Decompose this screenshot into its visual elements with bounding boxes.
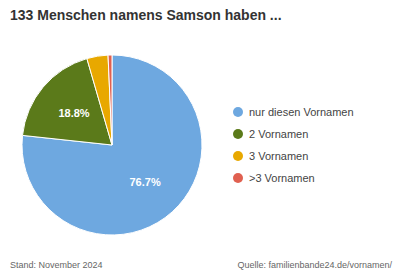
legend-marker xyxy=(233,129,243,139)
legend-label: nur diesen Vornamen xyxy=(249,106,354,118)
legend-entry: >3 Vornamen xyxy=(233,172,315,184)
annotation: Quelle: familienbande24.de/vornamen/ xyxy=(237,260,392,270)
pie-slice xyxy=(87,55,112,145)
data-label: 18.8% xyxy=(58,107,89,119)
legend-label: 3 Vornamen xyxy=(249,150,308,162)
legend-label: 2 Vornamen xyxy=(249,128,308,140)
legend-marker xyxy=(233,173,243,183)
annotation: Stand: November 2024 xyxy=(10,260,103,270)
legend-marker xyxy=(233,151,243,161)
pie-slice xyxy=(22,55,202,235)
legend-entry: 2 Vornamen xyxy=(233,128,308,140)
chart-root: 133 Menschen namens Samson haben ... 76.7… xyxy=(0,0,400,276)
legend: nur diesen Vornamen 2 Vornamen 3 Vornamen >… xyxy=(233,106,354,184)
legend-marker xyxy=(233,107,243,117)
chart-title: 133 Menschen namens Samson haben ... xyxy=(10,7,282,23)
legend-entry: nur diesen Vornamen xyxy=(233,106,354,118)
pie xyxy=(22,55,202,235)
data-label: 76.7% xyxy=(129,176,160,188)
legend-label: >3 Vornamen xyxy=(249,172,315,184)
data-labels: 76.7% 18.8% xyxy=(58,107,160,188)
pie-slice xyxy=(108,55,112,145)
legend-entry: 3 Vornamen xyxy=(233,150,308,162)
